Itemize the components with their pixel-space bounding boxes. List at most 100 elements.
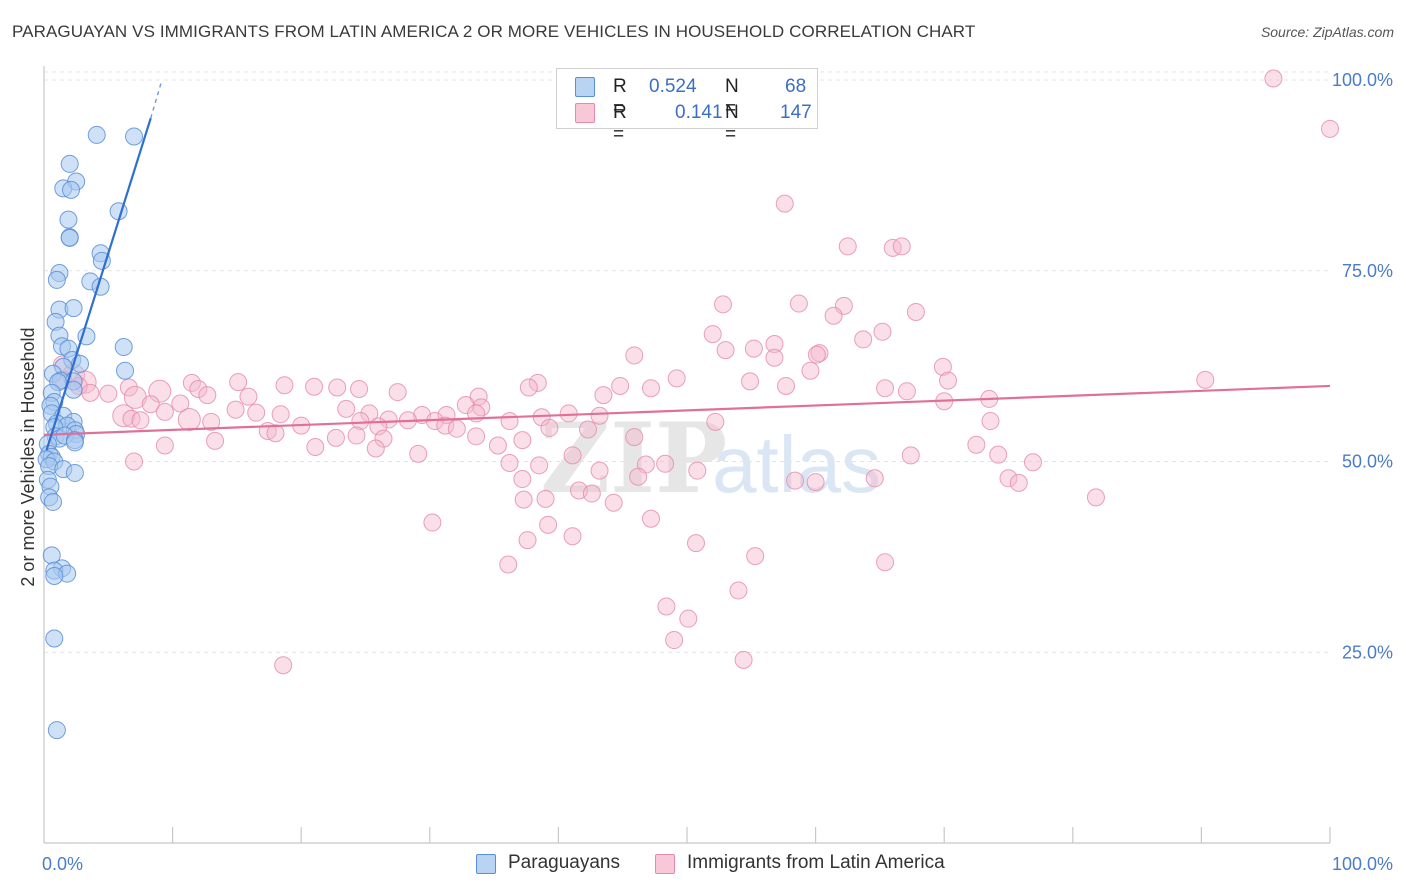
immigrants-point	[409, 444, 428, 463]
immigrants-point	[933, 357, 952, 376]
immigrants-point	[99, 384, 118, 403]
paraguayans-point	[125, 127, 144, 146]
immigrants-point	[500, 454, 519, 473]
immigrants-point	[347, 426, 366, 445]
immigrants-point	[892, 237, 911, 256]
paraguayans-point	[114, 338, 133, 357]
immigrants-point	[388, 383, 407, 402]
correlation-legend: R = 0.524 N = 68 R = 0.141 N = 147	[556, 68, 818, 145]
paraguayans-point	[77, 327, 96, 346]
immigrants-point	[665, 631, 684, 650]
immigrants-point	[897, 382, 916, 401]
immigrants-point	[838, 237, 857, 256]
chart-title: PARAGUAYAN VS IMMIGRANTS FROM LATIN AMER…	[12, 22, 976, 41]
paraguayans-points	[37, 125, 144, 740]
immigrants-point	[981, 412, 1000, 431]
y-axis-label: 2 or more Vehicles in Household	[18, 327, 38, 586]
immigrants-point	[999, 469, 1018, 488]
paraguayans-point	[87, 125, 106, 144]
immigrants-point	[350, 380, 369, 399]
immigrants-point	[629, 467, 648, 486]
x-tick-label-min: 0.0%	[42, 854, 83, 874]
immigrants-point	[513, 431, 532, 450]
y-tick-label: 75.0%	[1342, 261, 1393, 281]
immigrants-point	[765, 334, 784, 353]
watermark-atlas: atlas	[712, 420, 881, 509]
immigrants-point	[328, 378, 347, 397]
immigrants-point	[81, 383, 100, 402]
immigrants-point	[518, 531, 537, 550]
immigrants-point	[155, 436, 174, 455]
immigrants-point	[641, 509, 660, 528]
legend-r-label: R =	[613, 102, 627, 145]
immigrants-point	[247, 403, 266, 422]
immigrants-point	[775, 194, 794, 213]
paraguayans-point	[45, 629, 64, 648]
bottom-legend-label: Immigrants from Latin America	[687, 852, 945, 873]
immigrants-point	[906, 302, 925, 321]
immigrants-point	[488, 436, 507, 455]
immigrants-point	[777, 376, 796, 395]
immigrants-point	[746, 547, 765, 566]
immigrants-point	[876, 379, 895, 398]
immigrants-point	[714, 295, 733, 314]
immigrants-trend-line	[43, 384, 1331, 436]
paraguayans-point	[62, 180, 81, 199]
immigrants-point	[423, 513, 442, 532]
immigrants-point	[119, 378, 138, 397]
paraguayans-point	[45, 566, 64, 585]
immigrants-point	[499, 555, 518, 574]
immigrants-point	[967, 435, 986, 454]
immigrants-point	[687, 534, 706, 553]
immigrants-point	[306, 438, 325, 457]
immigrants-point	[729, 581, 748, 600]
immigrants-point	[513, 470, 532, 489]
immigrants-point	[374, 429, 393, 448]
tick-labels: 25.0% 50.0% 75.0% 100.0% 0.0% 100.0%	[42, 70, 1393, 874]
immigrants-point	[807, 345, 826, 364]
immigrants-point	[679, 609, 698, 628]
immigrants-point	[578, 420, 597, 439]
legend-n-label: N =	[725, 76, 739, 119]
immigrants-points	[53, 69, 1339, 675]
immigrants-point	[641, 379, 660, 398]
immigrants-point	[467, 427, 486, 446]
immigrants-point	[198, 386, 217, 405]
immigrants-point	[536, 489, 555, 508]
immigrants-point	[594, 386, 613, 405]
immigrants-point	[744, 339, 763, 358]
immigrants-point	[226, 400, 245, 419]
immigrants-point	[366, 439, 385, 458]
immigrants-point	[590, 461, 609, 480]
immigrants-point	[667, 369, 686, 388]
immigrants-point	[786, 471, 805, 490]
paraguayans-point	[65, 463, 84, 482]
immigrants-point	[274, 656, 293, 675]
immigrants-point	[206, 431, 225, 450]
immigrants-point	[604, 493, 623, 512]
paraguayans-point	[64, 299, 83, 318]
immigrants-point	[177, 408, 201, 432]
legend-n-value: 68	[785, 76, 807, 97]
immigrants-point	[540, 418, 559, 437]
immigrants-point	[1009, 473, 1028, 492]
legend-r-value: 0.524	[649, 76, 697, 97]
immigrants-point	[1086, 488, 1105, 507]
immigrants-point	[326, 428, 345, 447]
immigrants-point	[883, 238, 902, 257]
immigrants-point	[789, 294, 808, 313]
immigrants-point	[500, 412, 519, 431]
immigrants-point	[239, 387, 258, 406]
bottom-legend-label: Paraguayans	[508, 852, 620, 873]
paraguayans-trend-line	[45, 117, 152, 451]
immigrants-point	[563, 446, 582, 465]
immigrants-point	[801, 361, 820, 380]
immigrants-point	[854, 330, 873, 349]
immigrants-point	[1321, 119, 1339, 138]
immigrants-point	[351, 412, 370, 431]
immigrants-point	[202, 412, 221, 431]
immigrants-point	[706, 412, 725, 431]
immigrants-point	[876, 553, 895, 572]
immigrants-point	[657, 597, 676, 616]
immigrants-point	[266, 424, 285, 443]
